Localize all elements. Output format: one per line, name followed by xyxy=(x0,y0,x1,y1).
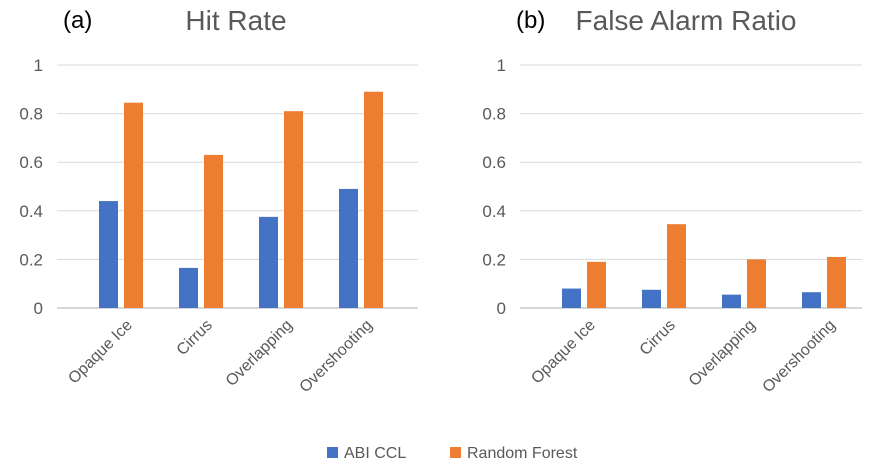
legend-swatch-random-forest xyxy=(450,447,461,458)
bar-random-forest xyxy=(587,262,606,308)
bar-random-forest xyxy=(124,103,143,308)
bar-abi-ccl xyxy=(179,268,198,308)
bar-abi-ccl xyxy=(339,189,358,308)
bar-random-forest xyxy=(364,92,383,308)
legend-label: Random Forest xyxy=(467,445,578,462)
y-tick-label: 0.8 xyxy=(482,105,506,124)
chart-title: False Alarm Ratio xyxy=(576,5,797,36)
y-tick-label: 0.6 xyxy=(19,153,43,172)
bar-random-forest xyxy=(747,259,766,308)
bar-random-forest xyxy=(204,155,223,308)
x-tick-label: Overshooting xyxy=(297,317,376,396)
y-tick-label: 0.4 xyxy=(482,202,506,221)
x-tick-label: Cirrus xyxy=(637,317,679,359)
bar-abi-ccl xyxy=(562,289,581,308)
bar-abi-ccl xyxy=(642,290,661,308)
x-tick-label: Opaque Ice xyxy=(528,317,599,388)
x-tick-label: Overshooting xyxy=(760,317,839,396)
x-tick-label: Cirrus xyxy=(174,317,216,359)
x-tick-label: Opaque Ice xyxy=(65,317,136,388)
y-tick-label: 0.8 xyxy=(19,105,43,124)
y-tick-label: 0.2 xyxy=(19,250,43,269)
bar-abi-ccl xyxy=(259,217,278,308)
chart-title: Hit Rate xyxy=(185,5,286,36)
y-tick-label: 0 xyxy=(34,299,43,318)
x-tick-label: Overlapping xyxy=(223,317,296,390)
panel-label: (b) xyxy=(516,7,545,34)
y-tick-label: 1 xyxy=(497,56,506,75)
y-tick-label: 0.4 xyxy=(19,202,43,221)
y-tick-label: 1 xyxy=(34,56,43,75)
bar-abi-ccl xyxy=(99,201,118,308)
y-tick-label: 0 xyxy=(497,299,506,318)
y-tick-label: 0.6 xyxy=(482,153,506,172)
y-tick-label: 0.2 xyxy=(482,250,506,269)
bar-random-forest xyxy=(827,257,846,308)
bar-abi-ccl xyxy=(802,292,821,308)
bar-random-forest xyxy=(667,224,686,308)
bar-random-forest xyxy=(284,111,303,308)
panel-label: (a) xyxy=(63,7,92,34)
legend-label: ABI CCL xyxy=(344,445,406,462)
bar-abi-ccl xyxy=(722,295,741,308)
x-tick-label: Overlapping xyxy=(686,317,759,390)
legend-swatch-abi-ccl xyxy=(327,447,338,458)
